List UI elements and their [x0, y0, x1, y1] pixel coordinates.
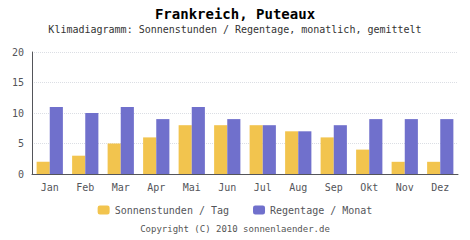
svg-text:Nov: Nov: [396, 182, 414, 193]
svg-text:Apr: Apr: [147, 182, 165, 193]
svg-text:Klimadiagramm: Sonnenstunden /: Klimadiagramm: Sonnenstunden / Regentage…: [48, 24, 421, 35]
svg-text:Sep: Sep: [325, 182, 343, 193]
svg-text:Mai: Mai: [183, 182, 201, 193]
svg-text:Okt: Okt: [360, 182, 378, 193]
svg-text:Copyright (C) 2010 sonnenlaend: Copyright (C) 2010 sonnenlaender.de: [140, 224, 330, 234]
svg-text:15: 15: [12, 77, 24, 88]
svg-text:Jul: Jul: [254, 182, 272, 193]
svg-text:Dez: Dez: [431, 182, 449, 193]
svg-text:5: 5: [18, 138, 24, 149]
svg-text:Aug: Aug: [289, 182, 307, 193]
svg-text:0: 0: [18, 169, 24, 180]
svg-text:10: 10: [12, 108, 24, 119]
svg-text:20: 20: [12, 47, 24, 58]
svg-text:Mar: Mar: [112, 182, 130, 193]
svg-text:Sonnenstunden / Tag: Sonnenstunden / Tag: [115, 205, 229, 216]
svg-text:Feb: Feb: [76, 182, 94, 193]
svg-text:Frankreich, Puteaux: Frankreich, Puteaux: [155, 6, 316, 22]
svg-text:Jun: Jun: [218, 182, 236, 193]
svg-text:Jan: Jan: [41, 182, 59, 193]
svg-text:Regentage / Monat: Regentage / Monat: [270, 205, 372, 216]
